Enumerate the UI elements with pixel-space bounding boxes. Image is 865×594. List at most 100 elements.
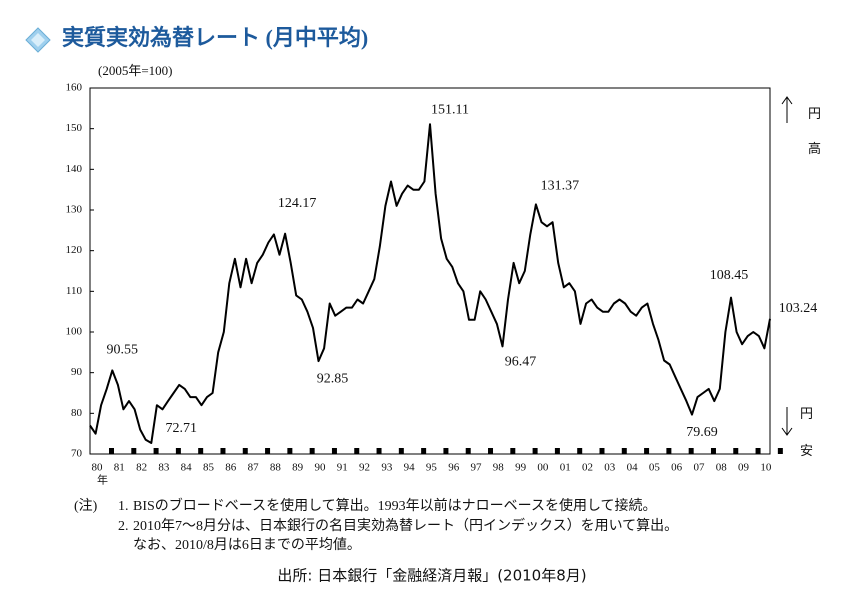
y-tick-label: 130 (66, 204, 83, 216)
y-tick-label: 120 (66, 244, 83, 256)
x-tick (532, 448, 538, 454)
x-tick-label: 90 (314, 462, 326, 474)
yen-strong (781, 96, 793, 123)
x-tick (666, 448, 672, 454)
right-label: 円 (800, 406, 813, 421)
x-tick (755, 448, 761, 454)
y-tick-label: 150 (66, 122, 83, 134)
x-tick (644, 448, 650, 454)
x-tick-label: 84 (181, 462, 193, 474)
right-label: 円 (808, 106, 821, 121)
series-line (89, 123, 771, 444)
x-tick-label: 05 (649, 462, 661, 474)
x-tick-label: 91 (337, 462, 348, 474)
x-tick (733, 448, 739, 454)
x-tick (287, 448, 293, 454)
x-tick-label: 97 (471, 462, 483, 474)
value-label: 131.37 (541, 179, 580, 194)
x-tick (554, 448, 560, 454)
note-text: 2010年7～8月分は、日本銀行の名目実効為替レート（円インデックス）を用いて算… (133, 517, 678, 534)
x-tick-label: 00 (537, 462, 549, 474)
x-tick (309, 448, 315, 454)
x-tick-label: 06 (671, 462, 683, 474)
x-tick (688, 448, 694, 454)
y-tick-label: 110 (66, 285, 83, 297)
note-prefix: (注) (74, 498, 98, 514)
x-tick-label: 01 (560, 462, 571, 474)
note-number: 1. (118, 499, 129, 514)
value-label: 103.24 (779, 301, 818, 316)
y-tick-label: 100 (66, 326, 83, 338)
value-label: 72.71 (166, 421, 198, 436)
x-tick (175, 448, 181, 454)
y-tick-label: 90 (71, 366, 83, 378)
plot-frame (89, 87, 771, 455)
title-icon (25, 27, 51, 53)
unit-label: (2005年=100) (98, 63, 173, 78)
x-tick (242, 448, 248, 454)
x-tick-label: 87 (248, 462, 260, 474)
x-tick-label: 82 (136, 462, 147, 474)
x-tick (488, 448, 494, 454)
x-tick-label: 07 (693, 462, 705, 474)
yen-weak (781, 407, 793, 436)
x-tick-label: 04 (627, 462, 639, 474)
x-tick (198, 448, 204, 454)
chart-title: 実質実効為替レート (月中平均) (62, 25, 368, 50)
x-tick-label: 96 (448, 462, 460, 474)
x-tick (220, 448, 226, 454)
x-tick (331, 448, 337, 454)
value-label: 79.69 (686, 425, 718, 440)
x-tick (376, 448, 382, 454)
source: 出所: 日本銀行「金融経済月報」(2010年8月) (277, 567, 586, 585)
x-tick-label: 95 (426, 462, 438, 474)
y-tick-label: 80 (71, 407, 83, 419)
x-tick (577, 448, 583, 454)
x-tick (131, 448, 137, 454)
value-label: 151.11 (431, 102, 469, 117)
x-tick-label: 03 (604, 462, 616, 474)
note-number: 2. (118, 519, 129, 534)
value-label: 96.47 (505, 355, 537, 370)
x-tick-label: 98 (493, 462, 505, 474)
x-tick-label: 80 (92, 462, 104, 474)
x-tick-label: 02 (582, 462, 593, 474)
y-tick-label: 160 (66, 82, 83, 94)
x-tick-label: 81 (114, 462, 125, 474)
value-label: 108.45 (710, 268, 749, 283)
x-axis-label: 年 (97, 473, 108, 487)
value-label: 124.17 (278, 196, 317, 211)
y-tick-label: 70 (71, 448, 83, 460)
x-tick-label: 93 (381, 462, 393, 474)
right-label: 高 (808, 141, 821, 156)
x-tick-label: 99 (515, 462, 527, 474)
x-tick (421, 448, 427, 454)
x-tick-label: 89 (292, 462, 304, 474)
x-tick-label: 08 (716, 462, 728, 474)
y-tick-label: 140 (66, 163, 83, 175)
right-label: 安 (800, 443, 813, 458)
x-tick (710, 448, 716, 454)
x-tick (354, 448, 360, 454)
note-text: なお、2010/8月は6日までの平均値。 (133, 537, 361, 553)
x-tick-label: 94 (404, 462, 416, 474)
x-tick (398, 448, 404, 454)
x-tick (599, 448, 605, 454)
x-tick-label: 10 (760, 462, 772, 474)
x-tick-label: 85 (203, 462, 215, 474)
x-tick (510, 448, 516, 454)
note-text: BISのブロードベースを使用して算出。1993年以前はナローベースを使用して接続… (133, 497, 657, 514)
x-tick-label: 92 (359, 462, 370, 474)
x-tick (153, 448, 159, 454)
x-tick-label: 86 (225, 462, 237, 474)
x-tick (465, 448, 471, 454)
x-tick-label: 88 (270, 462, 282, 474)
value-label: 90.55 (107, 343, 139, 358)
x-tick (621, 448, 627, 454)
x-tick (265, 448, 271, 454)
x-tick (109, 448, 114, 454)
x-tick (777, 448, 783, 454)
x-tick-label: 09 (738, 462, 750, 474)
